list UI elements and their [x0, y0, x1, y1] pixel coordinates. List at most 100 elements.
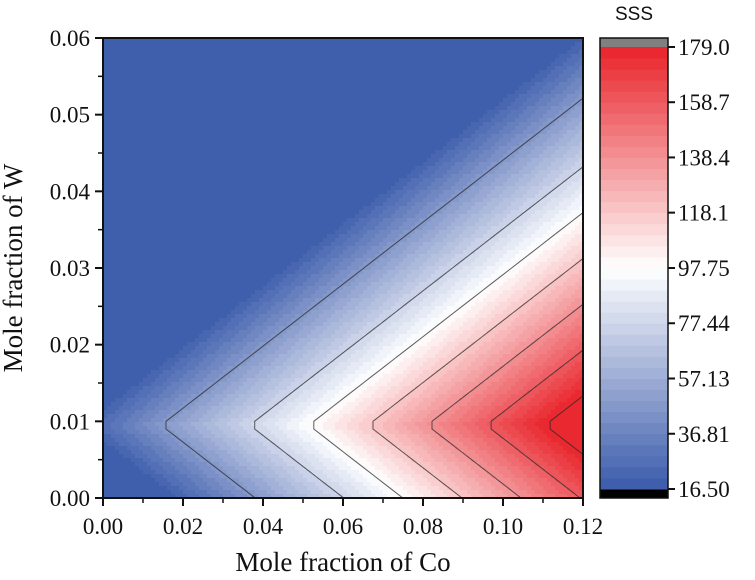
field-cell: [127, 150, 132, 155]
field-cell: [227, 226, 232, 231]
field-cell: [271, 146, 276, 151]
field-cell: [187, 226, 192, 231]
field-cell: [179, 190, 184, 195]
field-cell: [267, 310, 272, 315]
field-cell: [151, 46, 156, 51]
field-cell: [103, 338, 108, 343]
field-cell: [215, 374, 220, 379]
field-cell: [143, 214, 148, 219]
field-cell: [171, 406, 176, 411]
field-cell: [219, 202, 224, 207]
field-cell: [115, 50, 120, 55]
field-cell: [219, 378, 224, 383]
field-cell: [251, 402, 256, 407]
field-cell: [135, 454, 140, 459]
field-cell: [131, 82, 136, 87]
field-cell: [207, 398, 212, 403]
field-cell: [163, 354, 168, 359]
field-cell: [271, 370, 276, 375]
field-cell: [227, 490, 232, 495]
field-cell: [219, 274, 224, 279]
field-cell: [183, 202, 188, 207]
field-cell: [211, 414, 216, 419]
field-cell: [227, 278, 232, 283]
field-cell: [235, 398, 240, 403]
field-cell: [219, 270, 224, 275]
field-cell: [131, 78, 136, 83]
field-cell: [127, 178, 132, 183]
field-cell: [111, 298, 116, 303]
field-cell: [159, 90, 164, 95]
field-cell: [203, 486, 208, 491]
field-cell: [259, 398, 264, 403]
field-cell: [139, 246, 144, 251]
field-cell: [155, 314, 160, 319]
field-cell: [195, 314, 200, 319]
field-cell: [239, 246, 244, 251]
field-cell: [259, 302, 264, 307]
field-cell: [111, 190, 116, 195]
field-cell: [183, 246, 188, 251]
field-cell: [131, 318, 136, 323]
field-cell: [199, 386, 204, 391]
field-cell: [143, 362, 148, 367]
field-cell: [187, 158, 192, 163]
field-cell: [247, 230, 252, 235]
field-cell: [119, 58, 124, 63]
field-cell: [147, 110, 152, 115]
field-cell: [111, 318, 116, 323]
field-cell: [143, 202, 148, 207]
field-cell: [255, 382, 260, 387]
field-cell: [171, 306, 176, 311]
field-cell: [175, 370, 180, 375]
field-cell: [271, 70, 276, 75]
field-cell: [151, 262, 156, 267]
field-cell: [223, 302, 228, 307]
field-cell: [151, 222, 156, 227]
field-cell: [167, 482, 172, 487]
field-cell: [175, 286, 180, 291]
field-cell: [199, 198, 204, 203]
field-cell: [135, 66, 140, 71]
field-cell: [179, 390, 184, 395]
field-cell: [151, 198, 156, 203]
field-cell: [259, 218, 264, 223]
field-cell: [215, 390, 220, 395]
field-cell: [163, 358, 168, 363]
field-cell: [231, 266, 236, 271]
field-cell: [223, 206, 228, 211]
field-cell: [127, 246, 132, 251]
field-cell: [243, 354, 248, 359]
field-cell: [127, 142, 132, 147]
field-cell: [179, 218, 184, 223]
field-cell: [247, 430, 252, 435]
field-cell: [179, 298, 184, 303]
field-cell: [127, 190, 132, 195]
field-cell: [271, 290, 276, 295]
field-cell: [199, 346, 204, 351]
field-cell: [131, 66, 136, 71]
field-cell: [135, 218, 140, 223]
field-cell: [239, 158, 244, 163]
field-cell: [195, 162, 200, 167]
field-cell: [159, 458, 164, 463]
field-cell: [107, 214, 112, 219]
field-cell: [207, 454, 212, 459]
field-cell: [139, 42, 144, 47]
field-cell: [267, 182, 272, 187]
field-cell: [147, 430, 152, 435]
field-cell: [195, 366, 200, 371]
field-cell: [151, 354, 156, 359]
field-cell: [175, 482, 180, 487]
field-cell: [243, 334, 248, 339]
field-cell: [231, 166, 236, 171]
field-cell: [187, 338, 192, 343]
field-cell: [159, 114, 164, 119]
field-cell: [167, 50, 172, 55]
field-cell: [239, 230, 244, 235]
field-cell: [259, 382, 264, 387]
field-cell: [171, 222, 176, 227]
field-cell: [167, 366, 172, 371]
field-cell: [107, 478, 112, 483]
field-cell: [215, 482, 220, 487]
